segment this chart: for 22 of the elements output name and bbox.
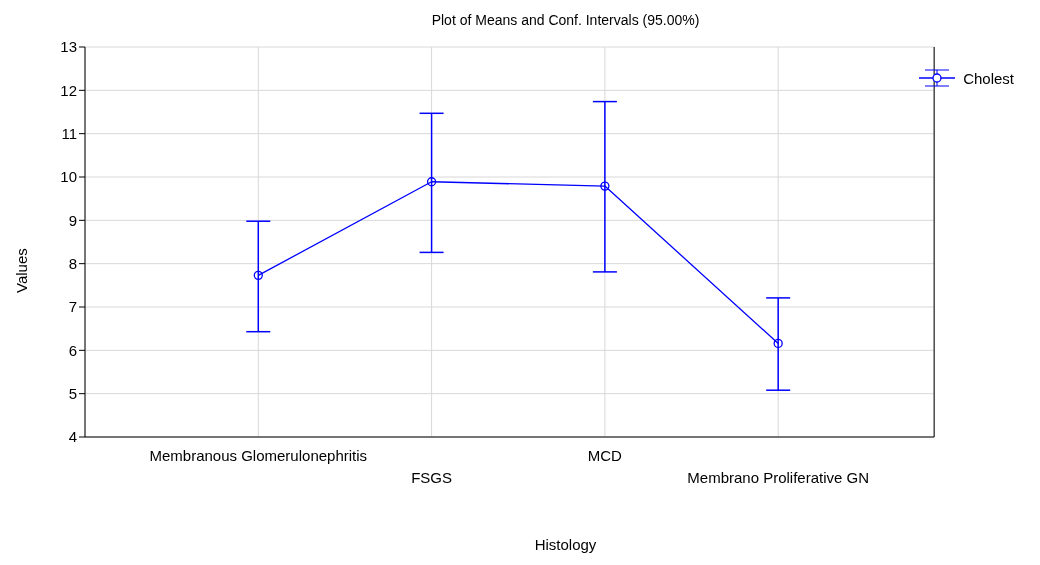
x-axis-title: Histology bbox=[533, 536, 598, 553]
y-tick-label: 12 bbox=[60, 81, 77, 99]
y-tick-label: 4 bbox=[68, 428, 77, 446]
x-tick-label: MCD bbox=[587, 447, 623, 464]
point bbox=[600, 181, 610, 191]
x-tick-label: Membrano Proliferative GN bbox=[687, 469, 870, 486]
point bbox=[426, 177, 437, 187]
legend-label: Cholest bbox=[963, 69, 1014, 87]
point bbox=[773, 338, 783, 349]
y-tick-label: 13 bbox=[60, 38, 77, 56]
y-tick-label: 5 bbox=[68, 384, 77, 402]
chart-title: Plot of Means and Conf. Intervals (95.00%) bbox=[430, 12, 701, 28]
x-tick-label: FSGS bbox=[411, 469, 453, 486]
y-axis-title: Values bbox=[13, 248, 31, 293]
y-tick-label: 10 bbox=[60, 168, 77, 186]
y-tick-label: 9 bbox=[68, 211, 77, 229]
y-tick-label: 11 bbox=[61, 124, 77, 142]
y-tick-label: 6 bbox=[68, 341, 77, 359]
y-tick-label: 8 bbox=[68, 254, 77, 272]
y-tick-label: 7 bbox=[68, 298, 77, 316]
point bbox=[253, 270, 263, 281]
x-tick-label: Membranous Glomerulonephritis bbox=[149, 447, 368, 464]
